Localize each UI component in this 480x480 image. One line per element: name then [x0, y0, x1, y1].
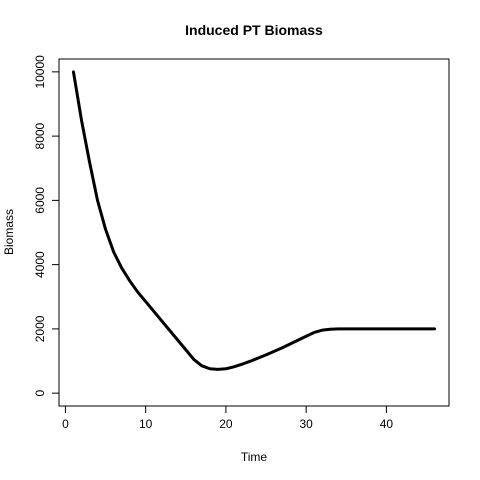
- x-tick-label: 30: [299, 417, 313, 431]
- x-tick-label: 40: [380, 417, 394, 431]
- x-axis-label: Time: [241, 450, 268, 464]
- series-group: [71, 70, 437, 371]
- y-tick-label: 2000: [33, 315, 47, 342]
- y-axis-label: Biomass: [2, 209, 16, 255]
- x-tick-label: 10: [139, 417, 153, 431]
- x-tick-label: 0: [62, 417, 69, 431]
- series-line: [71, 70, 437, 371]
- y-tick-label: 6000: [33, 187, 47, 214]
- y-tick-label: 8000: [33, 122, 47, 149]
- chart-title: Induced PT Biomass: [185, 22, 323, 38]
- plot-frame: [58, 58, 450, 407]
- y-axis: 0 2000 4000 6000 8000 10000: [33, 55, 60, 396]
- y-tick-label: 0: [33, 389, 47, 396]
- y-tick-label: 10000: [33, 55, 47, 89]
- y-tick-label: 4000: [33, 251, 47, 278]
- x-axis: 0 10 20 30 40: [62, 405, 394, 431]
- x-tick-label: 20: [219, 417, 233, 431]
